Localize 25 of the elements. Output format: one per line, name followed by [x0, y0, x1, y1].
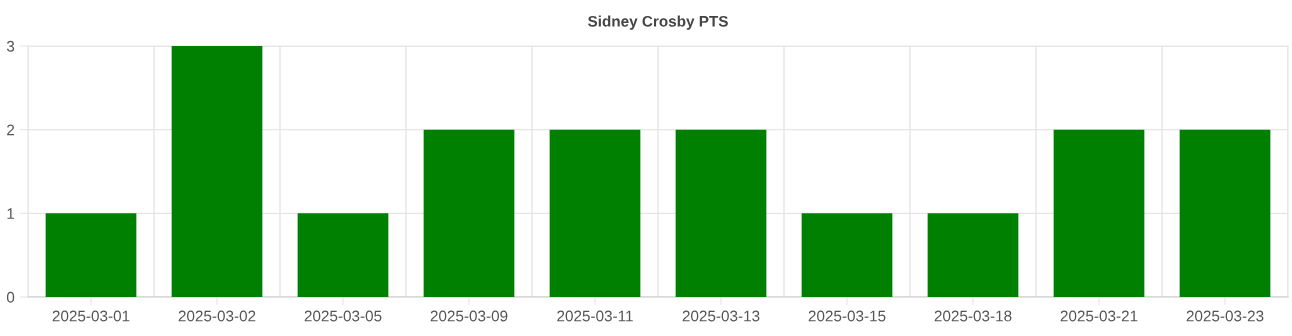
x-tick-label: 2025-03-23 — [1186, 310, 1264, 322]
x-tick-label: 2025-03-11 — [557, 310, 633, 322]
x-tick-label: 2025-03-18 — [934, 310, 1012, 322]
bar — [927, 213, 1019, 297]
y-tick-label: 2 — [7, 124, 15, 136]
chart-title: Sidney Crosby PTS — [587, 15, 728, 30]
bar — [423, 129, 515, 297]
bar — [801, 213, 893, 297]
x-tick-label: 2025-03-09 — [430, 310, 508, 322]
x-tick-label: 2025-03-05 — [304, 310, 382, 322]
x-tick-label: 2025-03-13 — [682, 310, 760, 322]
bar — [297, 213, 389, 297]
bar — [1053, 129, 1145, 297]
x-tick-label: 2025-03-21 — [1060, 310, 1138, 322]
y-tick-label: 0 — [6, 291, 15, 303]
bar — [549, 129, 641, 297]
x-tick-label: 2025-03-01 — [52, 310, 130, 322]
x-tick-label: 2025-03-15 — [808, 310, 886, 322]
bar — [171, 46, 263, 297]
x-tick-label: 2025-03-02 — [178, 310, 256, 322]
bar — [1179, 129, 1271, 297]
bar — [675, 129, 767, 297]
y-tick-label: 3 — [6, 40, 15, 52]
bar — [45, 213, 137, 297]
y-tick-label: 1 — [7, 208, 15, 219]
